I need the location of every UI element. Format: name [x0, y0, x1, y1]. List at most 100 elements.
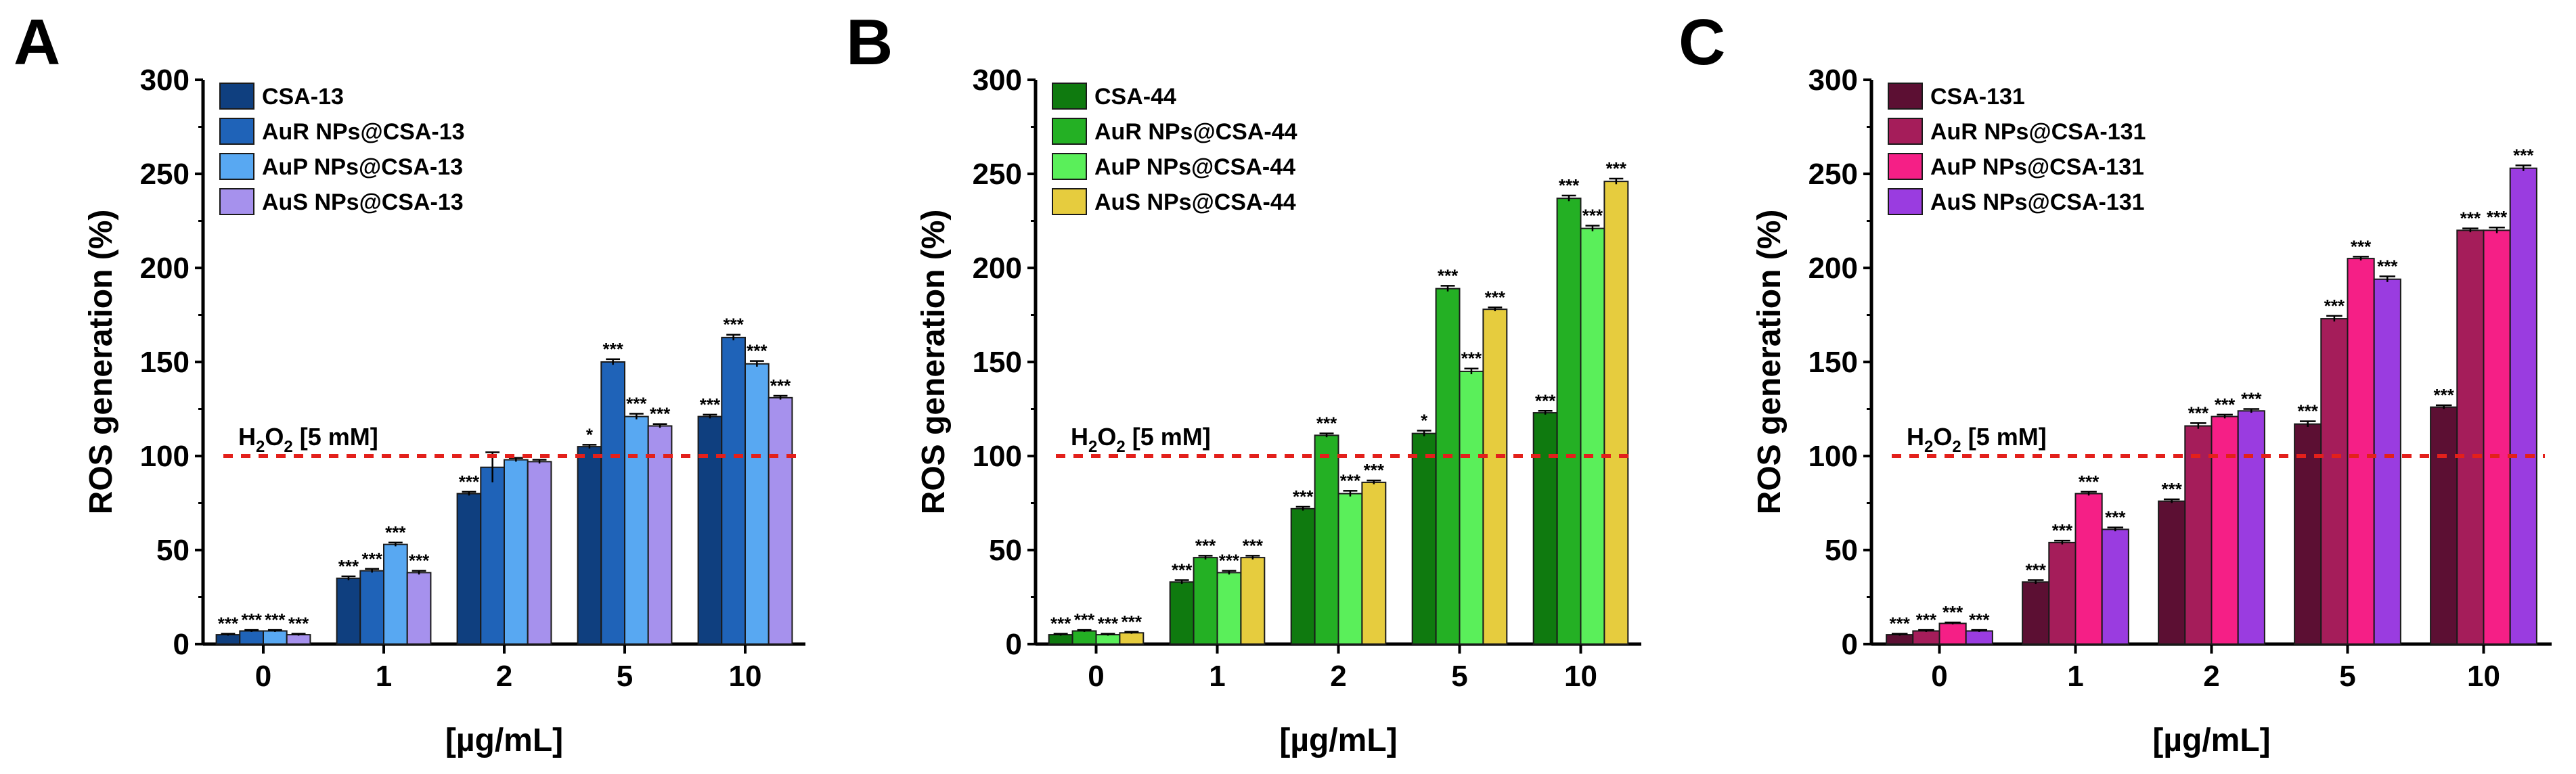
bar [697, 415, 723, 645]
y-tick-label: 300 [140, 64, 190, 97]
significance-label: *** [2215, 394, 2236, 415]
bar [600, 361, 625, 645]
x-tick-label: 0 [1088, 660, 1104, 693]
significance-label: *** [1122, 612, 1142, 632]
x-axis-title: [µg/mL] [1279, 723, 1397, 758]
significance-label: *** [770, 375, 791, 396]
significance-label: *** [1098, 614, 1119, 634]
bar [504, 459, 529, 645]
bar [2347, 258, 2375, 645]
legend-label: AuR NPs@CSA-131 [1930, 119, 2146, 145]
bar [647, 425, 673, 645]
bar [336, 577, 361, 645]
y-tick-label: 300 [973, 64, 1022, 97]
y-tick-label: 200 [973, 252, 1022, 285]
significance-label: *** [288, 614, 309, 634]
y-tick-label: 50 [1825, 534, 1858, 567]
significance-label: *** [385, 522, 406, 543]
significance-label: *** [2079, 472, 2100, 492]
legend: CSA-44 AuR NPs@CSA-44 AuP NPs@CSA-44 AuS NP… [1052, 83, 1297, 215]
bar [2456, 229, 2485, 645]
bar [527, 461, 552, 645]
legend-swatch [1052, 118, 1087, 145]
y-tick-label: 250 [973, 158, 1022, 191]
bar [1965, 630, 1993, 645]
bar [1482, 309, 1508, 645]
bar [2074, 493, 2103, 645]
legend-swatch [1888, 83, 1923, 110]
bar [2237, 410, 2265, 645]
significance-label: * [586, 424, 594, 445]
bar [721, 336, 747, 645]
significance-label: *** [241, 610, 262, 630]
legend-label: AuS NPs@CSA-44 [1094, 189, 1296, 215]
legend-swatch [1052, 188, 1087, 215]
y-axis-title: ROS generation (%) [916, 210, 952, 515]
significance-label: *** [1050, 614, 1071, 634]
bar [745, 363, 770, 645]
legend-swatch [1888, 153, 1923, 180]
bar [1411, 432, 1437, 645]
significance-label: *** [2513, 145, 2534, 165]
significance-label: *** [2377, 256, 2398, 277]
significance-label: *** [459, 472, 480, 492]
legend-swatch [219, 188, 254, 215]
bar [624, 415, 649, 645]
significance-label: *** [338, 556, 359, 576]
significance-label: *** [1890, 614, 1911, 634]
significance-label: *** [1916, 610, 1937, 630]
significance-label: *** [2460, 208, 2481, 229]
reference-line-label: H2O2 [5 mM] [1071, 423, 1211, 456]
x-tick-label: 1 [2067, 660, 2083, 693]
significance-label: *** [1172, 560, 1193, 580]
y-tick-label: 50 [989, 534, 1022, 567]
bar [1938, 622, 1967, 645]
bar [359, 570, 384, 645]
x-tick-label: 0 [1931, 660, 1947, 693]
bar [1169, 581, 1195, 645]
y-axis-title: ROS generation (%) [83, 210, 119, 515]
significance-label: *** [1969, 610, 1990, 630]
legend-swatch [1052, 153, 1087, 180]
bar [1459, 370, 1484, 645]
legend-swatch [1888, 118, 1923, 145]
significance-label: *** [2188, 403, 2209, 423]
significance-label: *** [1195, 535, 1216, 555]
legend-swatch [1888, 188, 1923, 215]
bar [383, 543, 408, 645]
panel-letter: C [1679, 6, 1725, 78]
significance-label: *** [1535, 390, 1556, 411]
legend-swatch [1052, 83, 1087, 110]
bar [2022, 581, 2050, 645]
y-tick-label: 100 [973, 440, 1022, 473]
legend-label: AuP NPs@CSA-131 [1930, 154, 2144, 180]
y-tick-label: 100 [140, 440, 190, 473]
bar [2320, 318, 2349, 645]
x-tick-label: 10 [2467, 660, 2500, 693]
x-tick-label: 10 [729, 660, 762, 693]
x-tick-label: 5 [617, 660, 633, 693]
bar [2483, 229, 2511, 645]
legend-label: AuR NPs@CSA-44 [1094, 119, 1297, 145]
bar [768, 396, 793, 645]
reference-line-label: H2O2 [5 mM] [238, 423, 378, 456]
significance-label: *** [2351, 236, 2372, 256]
bar [1048, 634, 1073, 645]
x-tick-label: 1 [1209, 660, 1225, 693]
significance-label: *** [602, 339, 623, 359]
bar [1337, 493, 1363, 645]
bar [215, 634, 241, 645]
y-tick-label: 200 [1808, 252, 1858, 285]
bar [1912, 630, 1940, 645]
bar [1290, 507, 1316, 645]
bar [1435, 288, 1461, 645]
bar [1603, 181, 1629, 645]
significance-label: *** [1461, 348, 1482, 369]
bar [1240, 557, 1266, 645]
y-tick-label: 50 [156, 534, 190, 567]
y-tick-label: 150 [1808, 346, 1858, 379]
x-tick-label: 1 [376, 660, 392, 693]
